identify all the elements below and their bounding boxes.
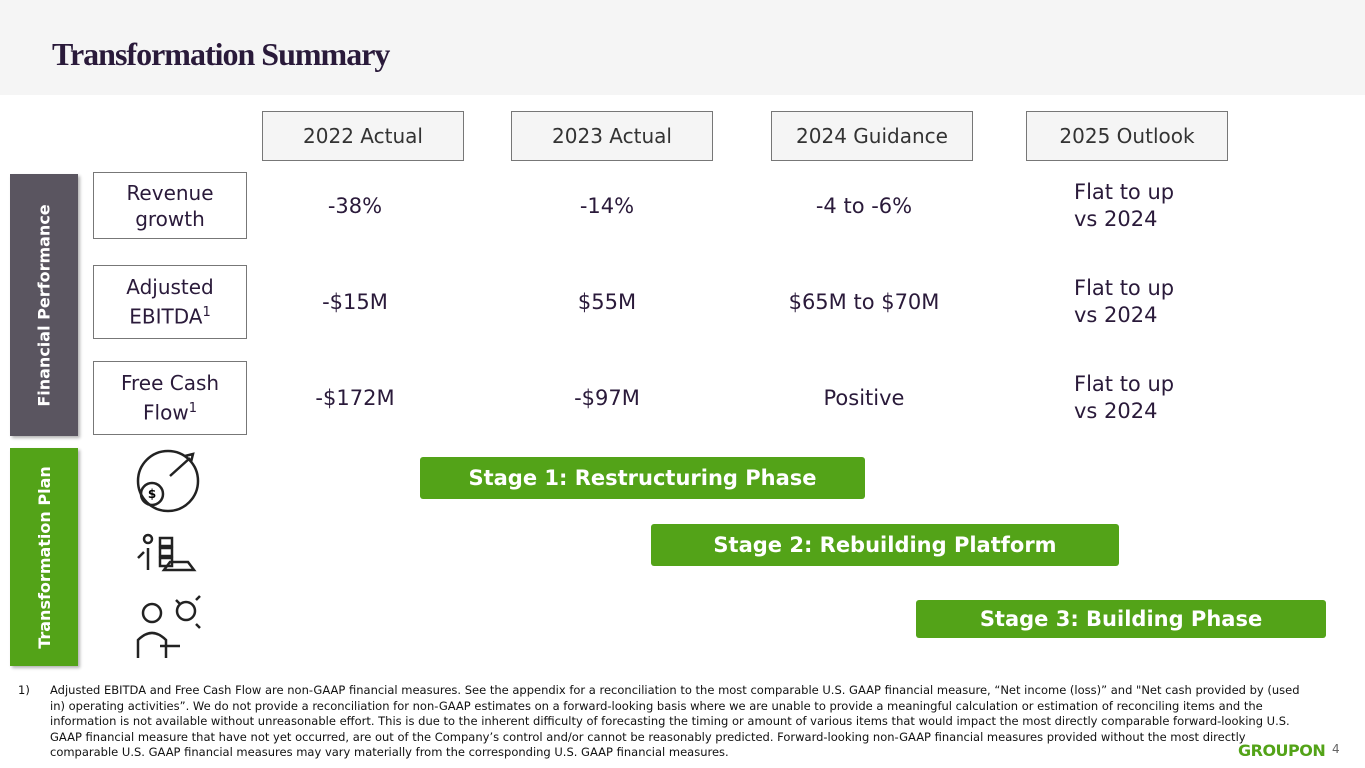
stage-bar: Stage 3: Building Phase — [916, 600, 1326, 638]
note-ref: 1 — [202, 305, 211, 321]
label-text: Free Cash Flow — [120, 371, 220, 425]
row-label: Free Cash Flow1 — [93, 361, 247, 435]
row-label-text: Adjusted EBITDA1 — [94, 274, 246, 330]
page-number: 4 — [1332, 742, 1340, 756]
row-label-text: Free Cash Flow1 — [94, 370, 246, 426]
note-ref: 1 — [188, 401, 197, 417]
header-band — [0, 0, 1365, 95]
section-bar: Transformation Plan — [10, 448, 78, 666]
stage-bar: Stage 2: Rebuilding Platform — [651, 524, 1119, 566]
section-label: Financial Performance — [34, 203, 54, 407]
cell-value: $55M — [577, 290, 637, 314]
svg-text:$: $ — [148, 487, 156, 501]
cell-value: -4 to -6% — [815, 193, 913, 218]
column-header: 2022 Actual — [262, 111, 464, 161]
cell-value: $65M to $70M — [788, 290, 940, 314]
cell-value: -$15M — [322, 290, 388, 314]
column-header: 2025 Outlook — [1026, 111, 1228, 161]
title: Transformation Summary — [52, 36, 390, 72]
cell-value: -$172M — [315, 386, 395, 410]
column-header: 2024 Guidance — [771, 111, 973, 161]
label-text: Adjusted EBITDA — [126, 275, 214, 329]
cell-value: -14% — [579, 193, 635, 218]
cell-value: -38% — [327, 193, 383, 218]
column-header: 2023 Actual — [511, 111, 713, 161]
stage-bar: Stage 1: Restructuring Phase — [420, 457, 865, 499]
cell-value: Flat to up vs 2024 — [1074, 372, 1175, 423]
footnote-marker: 1) — [18, 683, 30, 697]
icons: $ — [136, 449, 201, 658]
cell-value: Flat to up vs 2024 — [1074, 276, 1175, 327]
row-label: Revenue growth — [93, 172, 247, 239]
section-bar: Financial Performance — [10, 174, 78, 436]
section-label: Transformation Plan — [34, 465, 54, 649]
cell-value: Flat to up vs 2024 — [1074, 179, 1175, 231]
footnote-text: Adjusted EBITDA and Free Cash Flow are n… — [50, 683, 1300, 759]
logo: GROUPON — [1238, 741, 1326, 760]
row-label: Adjusted EBITDA1 — [93, 265, 247, 339]
cell-value: Positive — [823, 386, 905, 410]
label-text: Revenue growth — [126, 180, 214, 231]
cell-value: -$97M — [574, 386, 640, 410]
row-label-text: Revenue growth — [94, 180, 246, 232]
